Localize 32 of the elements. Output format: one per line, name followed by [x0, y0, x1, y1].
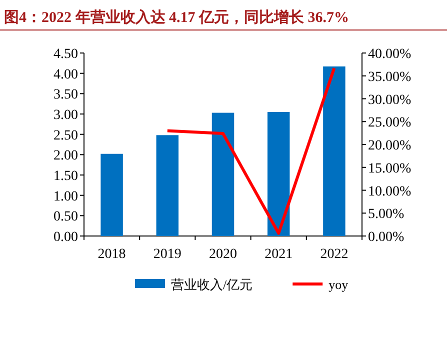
y2-tick-label: 30.00%	[368, 92, 412, 108]
bar	[156, 135, 179, 236]
y-tick-label: 4.50	[54, 47, 78, 62]
chart-title: 图4：2022 年营业收入达 4.17 亿元，同比增长 36.7%	[4, 9, 349, 26]
x-tick-label: 2021	[264, 247, 293, 262]
x-tick-label: 2022	[320, 247, 348, 262]
y-tick-label: 2.50	[54, 128, 78, 144]
y2-tick-label: 20.00%	[368, 138, 412, 154]
x-tick-label: 2020	[209, 247, 237, 262]
y2-tick-label: 40.00%	[368, 47, 412, 62]
y-tick-label: 3.00	[54, 108, 78, 123]
y2-tick-label: 10.00%	[368, 184, 412, 200]
y-tick-label: 2.00	[54, 148, 78, 164]
y-tick-label: 3.50	[54, 88, 78, 103]
y2-tick-label: 15.00%	[368, 161, 412, 176]
bar	[267, 112, 290, 236]
y-tick-label: 1.00	[54, 189, 78, 204]
x-tick-label: 2018	[98, 247, 126, 262]
y2-tick-label: 35.00%	[368, 70, 412, 85]
bar	[323, 66, 346, 236]
y-tick-label: 4.00	[54, 67, 78, 82]
y-tick-label: 0.50	[54, 210, 78, 225]
y2-tick-label: 5.00%	[368, 207, 404, 222]
y-tick-label: 0.00	[54, 230, 78, 245]
bar	[212, 112, 234, 236]
y2-tick-label: 25.00%	[368, 116, 412, 131]
y-tick-label: 1.50	[54, 169, 78, 184]
legend-label: yoy	[328, 277, 349, 292]
bar	[100, 154, 123, 236]
legend-label: 营业收入/亿元	[171, 277, 253, 292]
y2-tick-label: 0.00%	[368, 230, 404, 245]
x-tick-label: 2019	[153, 247, 182, 262]
